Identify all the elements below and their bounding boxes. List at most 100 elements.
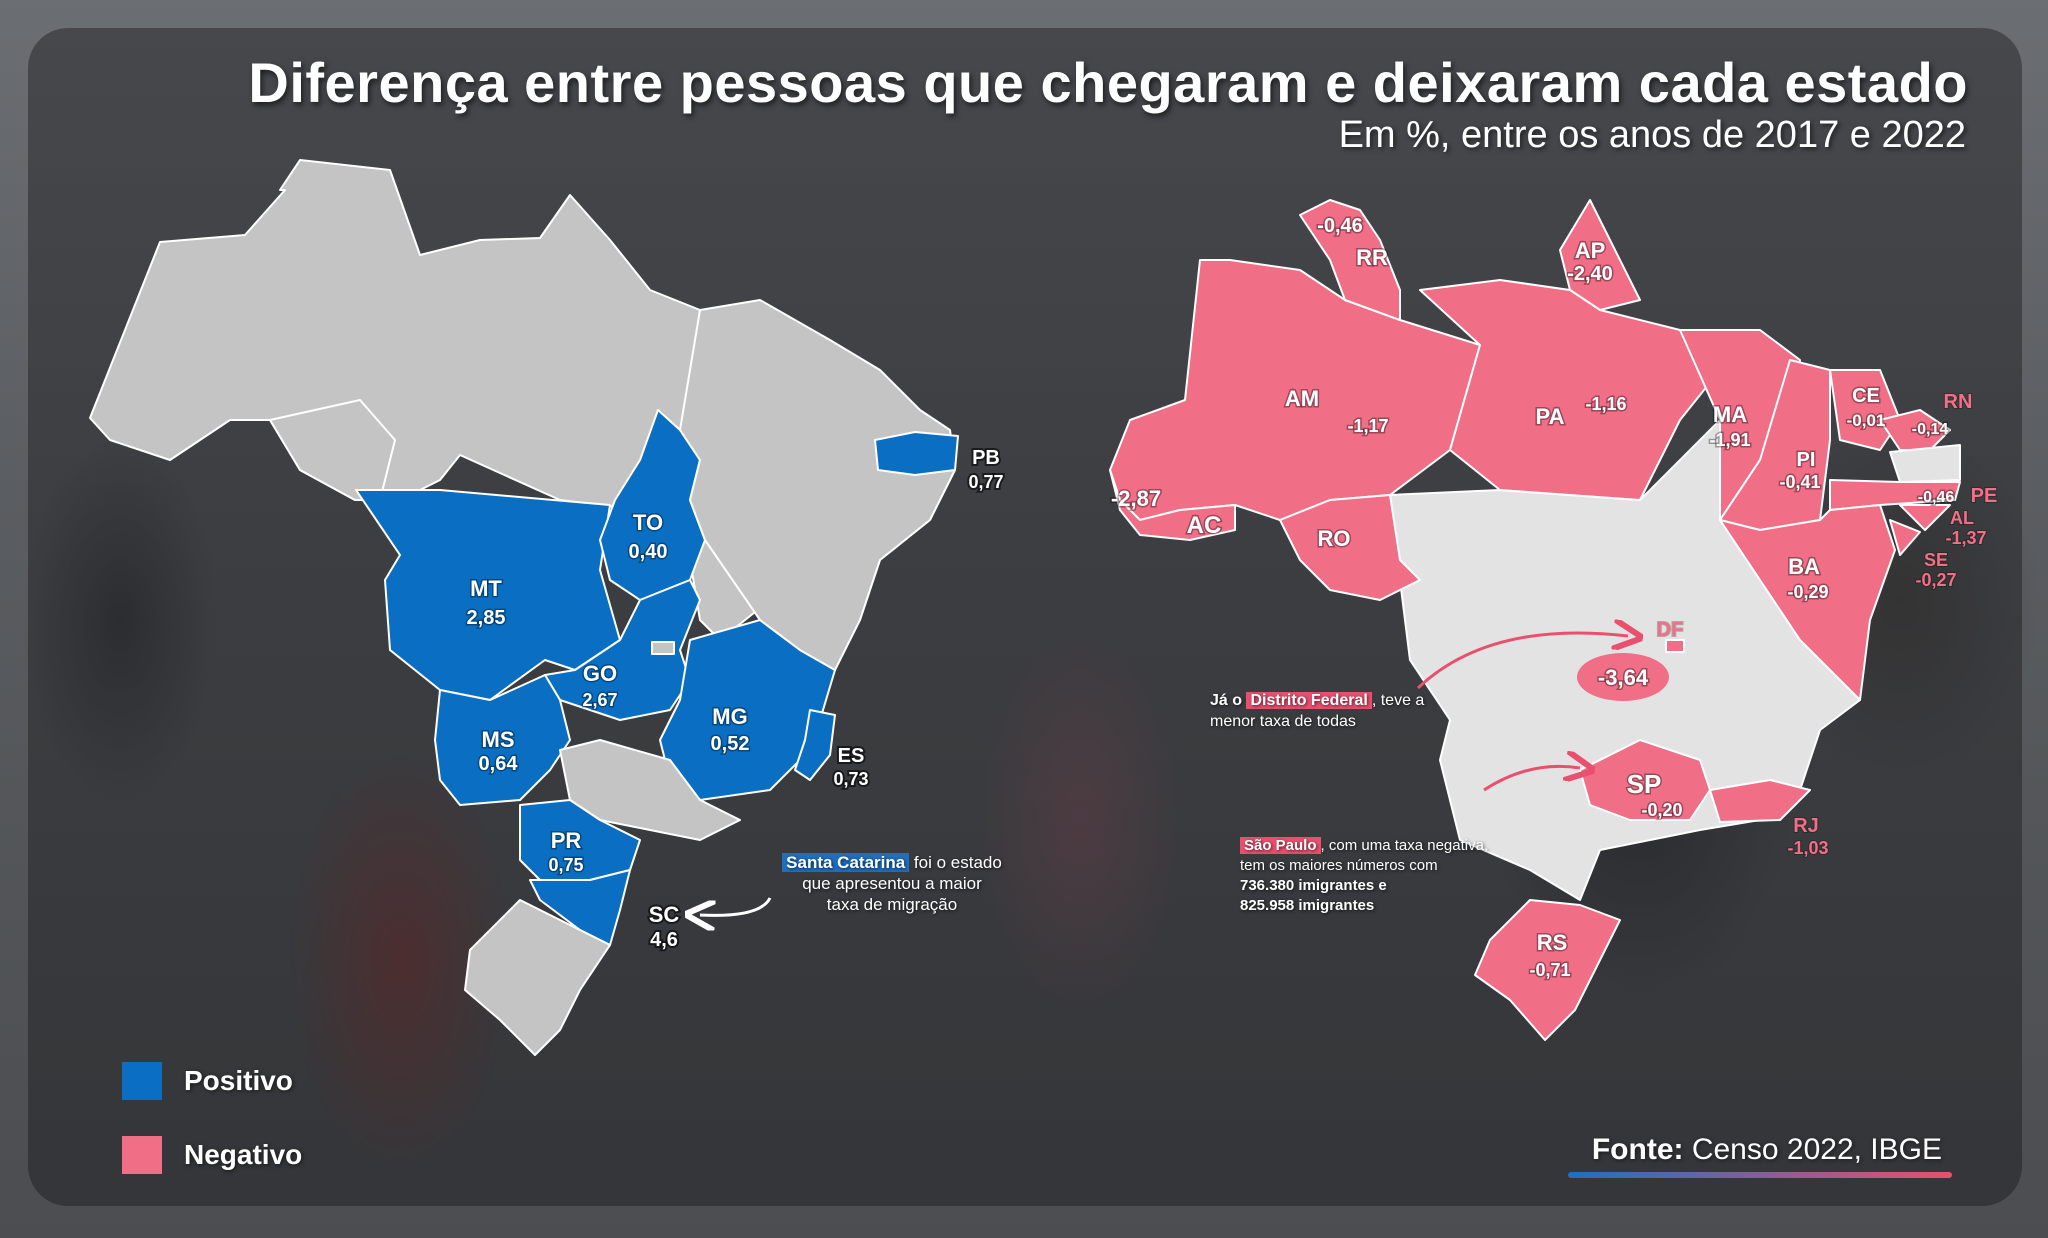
sp-annotation-line2: tem os maiores números com: [1240, 857, 1438, 874]
sp-annotation-line4: 825.958 imigrantes: [1240, 897, 1375, 914]
legend-positivo-swatch: [122, 1062, 162, 1100]
label-ms-sigla: MS: [482, 727, 515, 752]
df-annotation-line1: , teve a: [1371, 692, 1425, 709]
label-sp-sigla: SP: [1627, 769, 1662, 799]
source-text: Censo 2022, IBGE: [1683, 1133, 1942, 1166]
df-annotation-prefix: Já o: [1210, 692, 1247, 709]
right-labels: -0,46 RR AP -2,40 AM -1,17 PA -1,16 MA -…: [1109, 214, 1998, 982]
label-ce-sigla: CE: [1852, 385, 1880, 407]
label-df-valor: -3,64: [1598, 665, 1649, 690]
label-ma-valor: -1,91: [1709, 430, 1750, 450]
label-go-sigla: GO: [583, 661, 617, 686]
sc-annotation: Santa Catarina foi o estado que apresent…: [752, 852, 1032, 915]
left-state-sc[interactable]: [529, 869, 631, 946]
right-state-pa[interactable]: [1419, 279, 1721, 501]
right-state-se[interactable]: [1889, 519, 1921, 556]
label-rs-sigla: RS: [1537, 930, 1568, 955]
df-annotation-line2: menor taxa de todas: [1210, 713, 1356, 730]
label-rr-valor: -0,46: [1317, 215, 1363, 237]
label-pb-valor: 0,77: [968, 472, 1003, 492]
source-underline: [1568, 1172, 1952, 1178]
left-state-rs: [464, 899, 611, 1056]
label-pi-sigla: PI: [1797, 449, 1816, 471]
label-ms-valor: 0,64: [479, 753, 519, 775]
label-mg-valor: 0,52: [711, 733, 750, 755]
df-value-bubble: [1577, 653, 1669, 701]
label-se-valor: -0,27: [1915, 570, 1956, 590]
left-state-df: [651, 641, 675, 655]
right-state-ba[interactable]: [1719, 504, 1896, 701]
label-ap-sigla: AP: [1575, 238, 1606, 263]
label-ap-valor: -2,40: [1567, 263, 1613, 285]
label-pe-sigla: PE: [1971, 485, 1998, 507]
right-state-rs[interactable]: [1474, 899, 1621, 1041]
sp-arrow: [1483, 766, 1580, 792]
legend-positivo-label: Positivo: [184, 1065, 293, 1096]
label-mt-sigla: MT: [470, 576, 502, 601]
label-se-sigla: SE: [1924, 550, 1948, 570]
label-df-sigla: DF: [1657, 619, 1684, 641]
label-es-valor: 0,73: [833, 769, 868, 789]
right-state-al[interactable]: [1899, 504, 1951, 531]
left-state-pb[interactable]: [874, 431, 959, 476]
source-label: Fonte:: [1591, 1133, 1684, 1166]
label-rr-sigla: RR: [1356, 245, 1388, 270]
left-state-ms[interactable]: [434, 674, 571, 806]
label-pr-valor: 0,75: [548, 855, 583, 875]
label-to-valor: 0,40: [629, 541, 668, 563]
label-al-sigla: AL: [1950, 508, 1974, 528]
label-ro-sigla: RO: [1318, 526, 1351, 551]
label-ac-sigla: AC: [1187, 512, 1222, 539]
legend-negativo: Negativo: [122, 1136, 302, 1174]
right-state-ce[interactable]: [1829, 369, 1901, 451]
label-mt-valor: 2,85: [467, 607, 506, 629]
label-ba-valor: -0,29: [1787, 582, 1828, 602]
label-pe-valor: -0,46: [1918, 489, 1955, 506]
right-state-rj[interactable]: [1709, 779, 1811, 823]
left-map: [89, 159, 959, 1056]
label-ma-sigla: MA: [1713, 402, 1747, 427]
sc-annotation-line1: foi o estado: [909, 853, 1002, 872]
right-state-rr[interactable]: [1299, 199, 1401, 321]
label-sp-valor: -0,20: [1641, 800, 1682, 820]
label-am-sigla: AM: [1285, 386, 1319, 411]
legend-positivo: Positivo: [122, 1062, 293, 1100]
sc-arrow: [700, 897, 772, 915]
right-state-sp[interactable]: [1579, 739, 1711, 821]
sc-annotation-line3: taxa de migração: [826, 895, 958, 914]
label-pi-valor: -0,41: [1779, 472, 1820, 492]
left-state-mt[interactable]: [355, 489, 621, 701]
df-annotation: Já o Distrito Federal, teve a menor taxa…: [1210, 690, 1470, 732]
sp-annotation-line1: , com uma taxa negativa,: [1320, 837, 1489, 854]
label-rj-valor: -1,03: [1787, 838, 1828, 858]
sc-highlight: Santa Catarina: [782, 853, 910, 872]
right-state-ro[interactable]: [1279, 494, 1421, 601]
label-to-sigla: TO: [633, 510, 663, 535]
label-sc-valor: 4,6: [650, 929, 678, 951]
label-pa-valor: -1,16: [1585, 394, 1626, 414]
label-rj-sigla: RJ: [1793, 815, 1819, 837]
label-go-valor: 2,67: [582, 690, 617, 710]
left-state-es[interactable]: [794, 709, 836, 781]
sp-annotation: São Paulo, com uma taxa negativa, tem os…: [1240, 836, 1530, 916]
label-pb-sigla: PB: [972, 447, 1000, 469]
right-state-ac[interactable]: [1109, 469, 1236, 541]
label-pa-sigla: PA: [1536, 404, 1565, 429]
label-mg-sigla: MG: [712, 704, 747, 729]
right-state-pb: [1889, 444, 1961, 483]
source-credit: Fonte: Censo 2022, IBGE: [1592, 1133, 1942, 1167]
df-highlight: Distrito Federal: [1246, 692, 1372, 709]
label-rs-valor: -0,71: [1529, 960, 1570, 980]
label-am-valor: -1,17: [1347, 416, 1388, 436]
right-state-df[interactable]: [1665, 639, 1685, 653]
label-al-valor: -1,37: [1945, 528, 1986, 548]
page-subtitle: Em %, entre os anos de 2017 e 2022: [1338, 114, 1966, 156]
left-labels: MT 2,85 TO 0,40 GO 2,67 MS 0,64 MG 0,52 …: [465, 445, 1005, 953]
legend-negativo-swatch: [122, 1136, 162, 1174]
label-rn-sigla: RN: [1944, 391, 1973, 413]
left-state-northeast: [679, 299, 956, 671]
right-state-rn[interactable]: [1879, 409, 1951, 451]
right-map: [1109, 199, 1961, 1041]
label-pr-sigla: PR: [551, 828, 582, 853]
